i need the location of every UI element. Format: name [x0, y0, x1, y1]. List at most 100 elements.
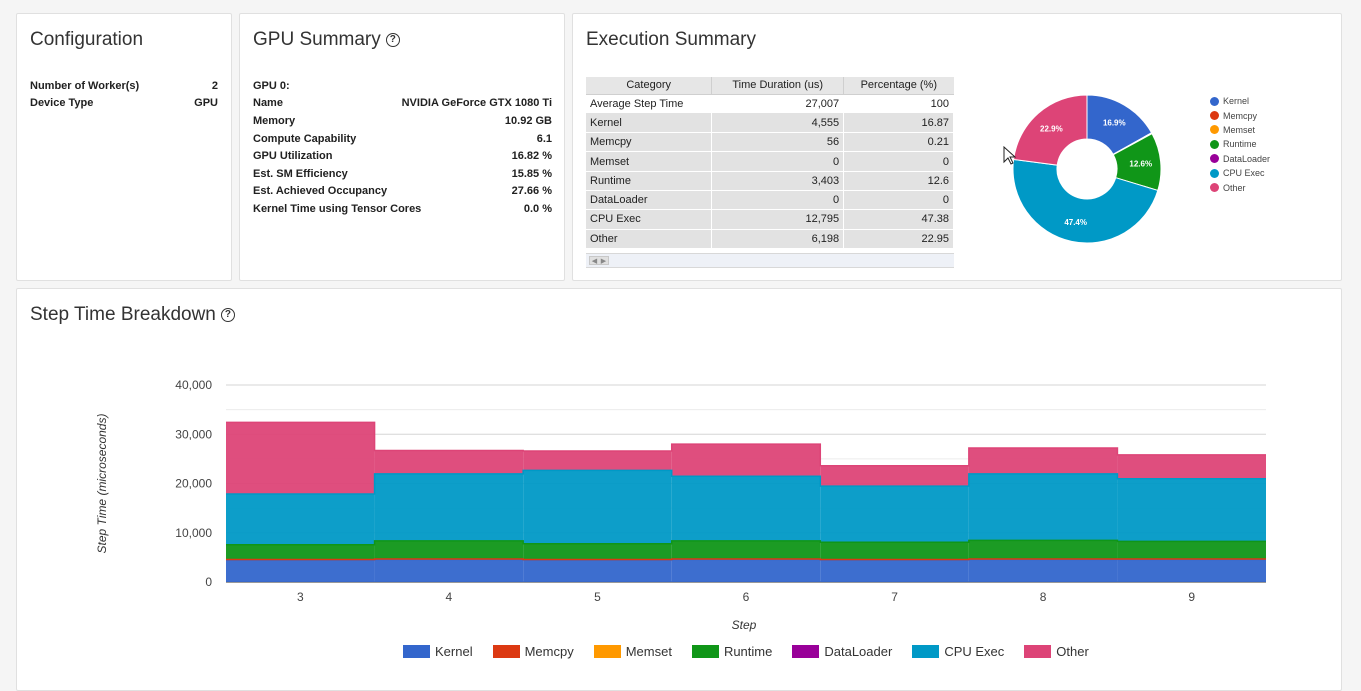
step-time-breakdown-title: Step Time Breakdown ?: [30, 304, 235, 326]
gpu-row: GPU Utilization 16.82 %: [253, 150, 552, 163]
column-header[interactable]: Time Duration (us): [711, 77, 845, 95]
x-tick-label: 3: [297, 590, 304, 604]
legend-item-other[interactable]: Other: [1024, 644, 1089, 659]
left-arrow-icon[interactable]: ◀: [591, 257, 598, 265]
legend-dot: [1210, 168, 1219, 178]
area-segment-kernel[interactable]: [1117, 559, 1266, 582]
legend-item-runtime[interactable]: Runtime: [691, 644, 772, 659]
gpu-row: Kernel Time using Tensor Cores 0.0 %: [253, 202, 552, 215]
pie-slice-label: 16.9%: [1103, 118, 1126, 127]
legend-item-other[interactable]: Other: [1210, 180, 1270, 194]
area-segment-runtime[interactable]: [1117, 541, 1266, 560]
legend-dot: [1210, 111, 1219, 121]
area-segment-kernel[interactable]: [374, 559, 524, 582]
legend-item-runtime[interactable]: Runtime: [1210, 137, 1270, 151]
pie-slice-other[interactable]: [1013, 94, 1088, 166]
legend-dot: [1210, 154, 1219, 164]
step-time-area-chart: 0 10,000 20,000 30,000 40,000 3 4 5 6 7 8 9 Step Step…: [95, 378, 1266, 632]
series-line-runtime: [226, 539, 1266, 546]
area-segment-other[interactable]: [968, 448, 1118, 474]
x-axis-label: Step: [732, 618, 757, 632]
execution-summary-title: Execution Summary: [586, 29, 757, 50]
column-header[interactable]: Percentage (%): [843, 77, 954, 95]
area-segment-other[interactable]: [671, 444, 821, 477]
area-segment-cpu-exec[interactable]: [968, 473, 1118, 541]
gpu-row: Memory 10.92 GB: [253, 114, 552, 127]
table-row: Average Step Time 27,007 100: [586, 94, 954, 114]
area-segment-kernel[interactable]: [226, 559, 375, 582]
area-segment-runtime[interactable]: [226, 544, 375, 560]
gpu-summary-card: GPU Summary ? GPU 0: Name NVIDIA GeForce …: [239, 13, 565, 281]
table-row: Other 6,198 22.95: [586, 229, 954, 249]
pie-slice-label: 12.6%: [1129, 160, 1152, 169]
area-segment-kernel[interactable]: [523, 559, 672, 582]
gpu-row: Name NVIDIA GeForce GTX 1080 Ti: [253, 97, 552, 110]
gpu-summary-title: GPU Summary ?: [253, 29, 400, 51]
area-segment-kernel[interactable]: [968, 559, 1118, 582]
legend-item-dataloader[interactable]: DataLoader: [792, 644, 892, 659]
legend-item-memcpy[interactable]: Memcpy: [1210, 108, 1270, 122]
area-segment-cpu-exec[interactable]: [523, 470, 672, 544]
area-segment-other[interactable]: [523, 450, 672, 471]
legend-item-cpu-exec[interactable]: CPU Exec: [912, 644, 1004, 659]
help-icon[interactable]: ?: [220, 308, 235, 322]
gpu-header: GPU 0:: [253, 79, 290, 92]
area-segment-runtime[interactable]: [374, 540, 524, 560]
legend-item-memset[interactable]: Memset: [1210, 123, 1270, 137]
table-row: Runtime 3,403 12.6: [586, 171, 954, 191]
x-tick-label: 9: [1188, 590, 1195, 604]
pie-slice-cpu-exec[interactable]: [1012, 158, 1159, 244]
legend-item-kernel[interactable]: Kernel: [403, 644, 473, 659]
configuration-list: Number of Worker(s) 2 Device Type GPU: [30, 77, 218, 112]
area-segment-cpu-exec[interactable]: [226, 494, 375, 545]
area-segment-runtime[interactable]: [523, 543, 672, 560]
y-tick-label: 20,000: [175, 477, 212, 491]
legend-item-memset[interactable]: Memset: [593, 644, 672, 659]
config-row: Device Type GPU: [30, 97, 218, 110]
table-scrollbar[interactable]: ◀ ▶: [586, 253, 954, 268]
area-segment-cpu-exec[interactable]: [671, 476, 821, 541]
x-tick-label: 4: [446, 590, 453, 604]
legend-swatch: [912, 645, 940, 658]
legend-swatch: [593, 645, 621, 658]
mouse-cursor-icon: [1003, 146, 1017, 165]
legend-swatch: [1024, 645, 1052, 658]
area-segment-other[interactable]: [374, 450, 524, 474]
area-segment-runtime[interactable]: [968, 540, 1118, 560]
scroll-arrows[interactable]: ◀ ▶: [589, 256, 609, 265]
gpu-row: Est. Achieved Occupancy 27.66 %: [253, 185, 552, 198]
legend-dot: [1210, 125, 1219, 135]
area-segment-other[interactable]: [1117, 454, 1266, 479]
legend-swatch: [403, 645, 430, 658]
area-segment-kernel[interactable]: [671, 559, 821, 582]
x-tick-label: 6: [743, 590, 750, 604]
area-segment-other[interactable]: [226, 422, 375, 495]
right-arrow-icon[interactable]: ▶: [600, 257, 607, 265]
gpu-summary-list: GPU 0: Name NVIDIA GeForce GTX 1080 Ti Me…: [253, 77, 552, 218]
area-segment-cpu-exec[interactable]: [374, 473, 524, 541]
execution-pie-chart: 16.9% 12.6% 47.4% 22.9%: [1012, 94, 1162, 244]
y-tick-label: 10,000: [175, 526, 212, 540]
area-segment-runtime[interactable]: [671, 540, 821, 560]
series-line-other: [226, 421, 1266, 467]
gpu-row: Est. SM Efficiency 15.85 %: [253, 167, 552, 180]
y-tick-label: 30,000: [175, 427, 212, 441]
legend-item-cpu-exec[interactable]: CPU Exec: [1210, 166, 1270, 180]
pie-slice-label: 47.4%: [1064, 218, 1087, 227]
x-tick-label: 5: [594, 590, 601, 604]
legend-item-kernel[interactable]: Kernel: [1210, 94, 1270, 108]
table-row: DataLoader 0 0: [586, 190, 954, 211]
area-segment-cpu-exec[interactable]: [1117, 478, 1266, 542]
legend-item-dataloader[interactable]: DataLoader: [1210, 152, 1270, 166]
legend-item-memcpy[interactable]: Memcpy: [492, 644, 574, 659]
gpu-row: Compute Capability 6.1: [253, 132, 552, 145]
legend-swatch: [492, 645, 520, 658]
help-icon[interactable]: ?: [385, 33, 400, 47]
area-segment-kernel[interactable]: [820, 559, 969, 582]
step-time-breakdown-card: Step Time Breakdown ? 0 10,000 20,000 30,00…: [16, 288, 1342, 691]
area-segment-runtime[interactable]: [820, 542, 969, 560]
area-segment-other[interactable]: [820, 465, 969, 487]
area-segment-cpu-exec[interactable]: [820, 486, 969, 543]
column-header[interactable]: Category: [586, 77, 713, 95]
legend-dot: [1210, 96, 1219, 106]
